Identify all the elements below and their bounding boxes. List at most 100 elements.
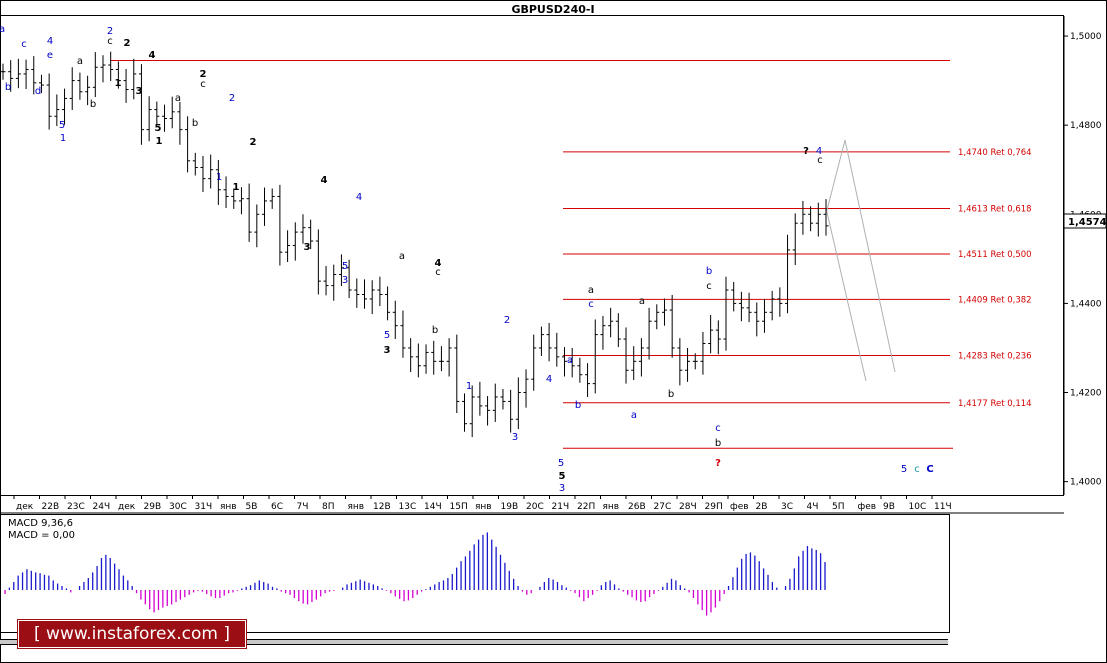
time-tick-label: янв [220,502,237,512]
price-bar [346,259,352,299]
price-bar [400,310,406,358]
time-tick-label: 20С [526,502,544,512]
price-bar [508,389,514,433]
wave-label: 4 [149,50,156,61]
wave-label: b [715,438,721,449]
price-bar [754,302,760,337]
price-bar [100,55,106,83]
price-bar [46,73,52,130]
price-bar [623,327,629,384]
wave-label: c [706,281,712,292]
price-bar [77,72,83,100]
wave-label: e [47,50,53,61]
time-tick-label: 9В [883,502,895,512]
price-bar [715,320,721,355]
price-bar [38,74,44,94]
price-bar [492,383,498,422]
fib-label: 1,4283 Ret 0,236 [958,352,1032,362]
time-tick-label: 22В [42,502,60,512]
price-bar [92,52,98,98]
price-bar [708,314,714,354]
time-tick-label: 3С [781,502,793,512]
wave-label: a [0,24,5,35]
price-bar [215,159,221,205]
price-tick-label: 1,4400 [1070,299,1102,309]
price-bar [454,334,460,414]
wave-label: c [914,464,920,475]
wave-label: 5 [59,120,65,131]
price-tick-label: 1,4200 [1070,389,1102,399]
wave-label: b [432,325,438,336]
projection-lines [825,139,896,382]
price-bar [231,188,237,209]
price-bar [569,347,575,378]
time-tick-label: 6С [271,502,283,512]
price-bar [31,56,37,95]
time-tick-label: 19В [501,502,519,512]
price-bar [692,353,698,370]
wave-label: 2 [504,315,510,326]
price-bar [292,222,298,261]
time-tick-label: 21Ч [552,502,570,512]
price-bar [669,294,675,358]
time-tick-label: 8П [322,502,335,512]
time-tick-label: 13С [399,502,417,512]
wave-label: 3 [384,345,391,356]
wave-label: 3 [512,432,518,443]
wave-label: 5 [342,261,348,272]
price-tick-label: 1,4800 [1070,121,1102,131]
price-bar [146,96,152,142]
wave-label: 2 [200,69,207,80]
price-bar [423,344,429,374]
wave-label: 1 [466,381,472,392]
price-bar [23,59,29,90]
price-bar [654,304,660,330]
price-bar [646,307,652,360]
wave-label: b [575,400,581,411]
price-bar [446,338,452,377]
price-bar [723,276,729,351]
time-tick-label: 10С [909,502,927,512]
wave-label: 5 [558,458,564,469]
price-bar [677,338,683,386]
wave-label: d [35,86,41,97]
wave-label: c [435,267,441,278]
wave-label: b [192,118,198,129]
price-bar [377,276,383,307]
price-bar [238,187,244,215]
price-bar [62,88,68,125]
price-bar [785,234,791,314]
price-bar [585,363,591,397]
time-tick-label: янв [348,502,365,512]
instaforex-logo[interactable]: [ www.instaforex.com ] [18,620,246,648]
price-bar [323,265,329,296]
wave-label: c [817,155,823,166]
price-bar [15,58,21,89]
wave-label: 3 [136,86,143,97]
wave-label: b [706,266,712,277]
wave-label: b [668,389,674,400]
price-bar [661,298,667,326]
price-bar [0,63,6,80]
wave-label: 2 [250,137,257,148]
price-bar [415,343,421,378]
price-bar [262,187,268,226]
price-bar [738,291,744,322]
time-tick-label: дек [118,502,136,512]
time-tick-label: 12В [373,502,391,512]
wave-label: c [200,79,206,90]
price-bar [200,155,206,193]
time-tick-label: 5П [832,502,845,512]
price-bar [338,254,344,287]
time-tick-label: янв [603,502,620,512]
price-bar [223,176,229,209]
wave-label: c [107,36,113,47]
price-bar [154,101,160,125]
time-tick-label: дек [16,502,34,512]
time-tick-label: 4Ч [807,502,819,512]
wave-label: 5 [155,123,162,134]
price-bar [438,346,444,372]
price-tick-label: 1,4000 [1070,478,1102,488]
time-tick-label: 5В [246,502,258,512]
price-bar [192,152,198,176]
